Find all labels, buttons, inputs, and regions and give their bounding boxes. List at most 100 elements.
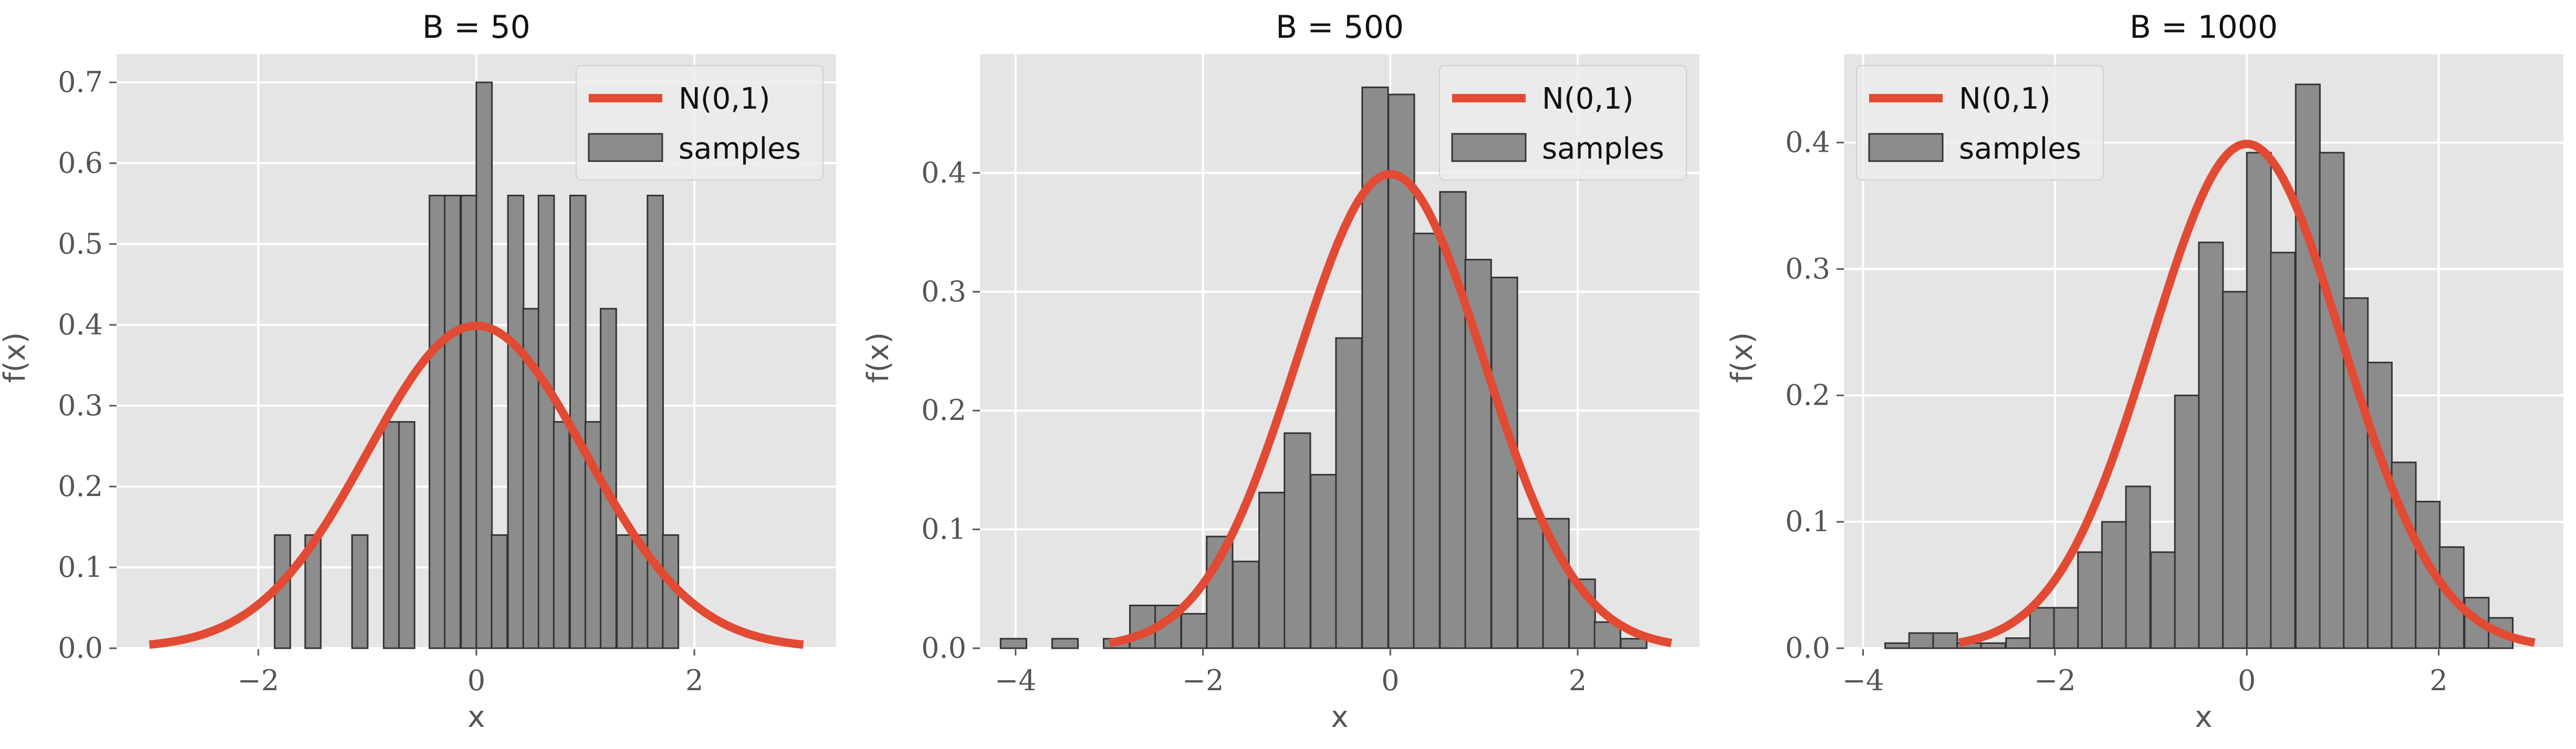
x-tick-label: −4 [1842,664,1884,697]
x-tick-label: 2 [2429,664,2447,697]
histogram-bar [537,195,555,649]
histogram-bar [2366,362,2393,649]
legend-label-curve: N(0,1) [1959,82,2051,116]
y-tick-label: 0.7 [58,66,103,99]
legend-bar-swatch [1451,133,1527,162]
histogram-bar [1310,473,1338,649]
y-tick-label: 0.3 [921,275,966,308]
histogram-bar [2295,83,2321,649]
histogram-bar [1051,638,1079,649]
y-axis-label: f(x) [861,332,895,383]
histogram-bar [1884,642,1911,649]
histogram-bar [2270,251,2296,649]
chart-title: B = 50 [422,9,530,46]
y-tick-label: 0.1 [58,551,103,584]
histogram-bar [1284,432,1311,649]
x-axis-label: x [2195,700,2212,734]
histogram-bar [1908,632,1934,649]
histogram-bar [616,534,633,649]
subplot-b50: −2 0 2 0.0 0.1 0.2 0.3 0.4 0.5 0.6 0.7 B = 50 x f(x) N… [0,9,836,734]
histogram-bar [1335,337,1363,649]
histogram-bar [2150,551,2176,649]
legend-bar-swatch [588,133,663,162]
histogram-bar [2198,241,2224,649]
y-tick-label: 0.2 [921,394,966,427]
histogram-bar [460,195,478,649]
y-tick-label: 0.2 [58,470,103,503]
histogram-bar [2053,607,2079,649]
normal-pdf-curve [1957,140,2537,647]
subplot-b1000: −4 −2 0 2 0.0 0.1 0.2 0.3 0.4 B = 1000 x f(x) N(0,1)… [1725,9,2563,734]
y-tick-label: 0.0 [58,631,103,664]
histogram-bar [999,638,1027,649]
y-tick-label: 0.3 [1785,252,1830,285]
legend-label-samples: samples [1542,132,1664,166]
x-tick-label: −4 [995,664,1037,697]
x-tick-label: 0 [467,664,485,697]
histogram-bar [383,421,400,649]
histogram-bar [2029,607,2055,649]
histogram-bar [2101,521,2127,649]
histogram-bar [2319,152,2345,649]
x-tick-label: −2 [2034,664,2076,697]
y-tick-label: 0.3 [58,389,103,422]
histogram-bar [646,195,664,649]
histogram-bar [1932,632,1958,649]
histogram-bar [2222,291,2248,649]
legend: N(0,1) samples [1439,65,1687,181]
y-tick-label: 0.1 [1785,505,1830,538]
histogram-bar [491,534,508,649]
histogram-bar [1181,613,1208,649]
histogram-bar [1980,642,2006,649]
y-tick-label: 0.5 [58,227,103,260]
histogram-bar [2246,152,2272,649]
histogram-bar [1413,233,1441,649]
x-tick-label: 0 [1381,664,1399,697]
x-axis-label: x [467,700,485,734]
legend-bar-swatch [1868,133,1944,162]
histogram-bar [1620,638,1647,649]
legend: N(0,1) samples [1856,65,2104,181]
legend-label-curve: N(0,1) [679,82,770,116]
y-tick-label: 0.1 [921,513,966,546]
subplot-b500: −4 −2 0 2 0.0 0.1 0.2 0.3 0.4 B = 500 x f(x) N(0,1) s… [861,9,1699,734]
histogram-bar [2125,486,2151,649]
histogram-bar [351,534,369,649]
histogram-bar [429,195,446,649]
y-axis-label: f(x) [0,332,32,383]
chart-title: B = 500 [1276,9,1404,46]
histogram-bar [475,81,493,649]
x-tick-label: 0 [2238,664,2256,697]
histogram-bar [1490,277,1518,649]
x-tick-label: 2 [685,664,703,697]
x-tick-label: −2 [1182,664,1224,697]
legend: N(0,1) samples [576,65,823,181]
legend-label-curve: N(0,1) [1542,82,1634,116]
legend-label-samples: samples [679,132,801,166]
y-tick-label: 0.0 [1785,631,1830,664]
y-axis-label: f(x) [1725,332,1759,383]
normal-pdf-curve [148,321,805,649]
y-tick-label: 0.2 [1785,378,1830,412]
chart-title: B = 1000 [2130,9,2278,46]
y-tick-label: 0.4 [58,308,103,341]
histogram-bar [444,195,461,649]
y-tick-label: 0.4 [1785,126,1830,159]
histogram-bar [507,195,525,649]
x-tick-label: 2 [1569,664,1587,697]
x-axis-label: x [1331,700,1348,734]
histogram-bar [1517,518,1545,649]
histogram-bar [552,421,570,649]
histogram-bar [1258,491,1286,649]
histogram-bar [1232,561,1260,649]
histogram-bar [398,421,415,649]
y-tick-label: 0.4 [921,156,966,189]
histogram-bar [2077,551,2103,649]
y-tick-label: 0.0 [921,631,966,664]
legend-label-samples: samples [1959,132,2081,166]
y-tick-label: 0.6 [58,146,103,180]
normal-pdf-curve [1107,170,1673,647]
histogram-bar [2005,637,2031,649]
histogram-bar [2174,394,2200,649]
